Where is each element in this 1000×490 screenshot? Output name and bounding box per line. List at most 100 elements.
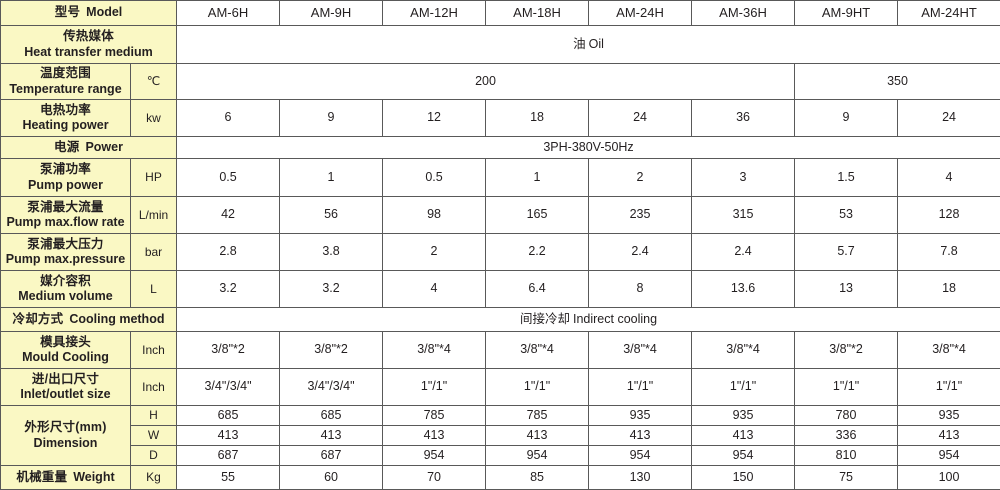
value-cooling-method-en: Indirect cooling — [573, 312, 657, 326]
value-dimension-d-7: 810 — [795, 446, 898, 466]
value-dimension-d-6: 954 — [692, 446, 795, 466]
value-medium-volume-8: 18 — [898, 271, 1000, 308]
value-mould-cooling-7: 3/8"*2 — [795, 332, 898, 369]
value-dimension-d-3: 954 — [383, 446, 486, 466]
row-label-inlet-outlet-size-en: Inlet/outlet size — [3, 387, 128, 402]
value-inlet-outlet-2: 3/4"/3/4" — [280, 369, 383, 406]
row-label-medium-volume-cn: 媒介容积 — [3, 274, 128, 289]
value-dimension-h-1: 685 — [177, 406, 280, 426]
value-pump-pressure-2: 3.8 — [280, 234, 383, 271]
value-power-supply: 3PH-380V-50Hz — [177, 137, 1000, 159]
row-unit-pump-max-pressure: bar — [131, 234, 177, 271]
value-dimension-h-3: 785 — [383, 406, 486, 426]
value-pump-flow-3: 98 — [383, 197, 486, 234]
table-row-pump-max-pressure: 泵浦最大压力 Pump max.pressure bar 2.8 3.8 2 2… — [1, 234, 1000, 271]
value-heating-power-6: 36 — [692, 100, 795, 137]
row-unit-dimension-d: D — [131, 446, 177, 466]
row-label-pump-power-en: Pump power — [3, 178, 128, 193]
row-unit-dimension-h: H — [131, 406, 177, 426]
model-cell-2: AM-9H — [280, 1, 383, 26]
row-label-cooling-method-en: Cooling method — [69, 312, 164, 326]
row-label-mould-cooling-en: Mould Cooling — [3, 350, 128, 365]
value-medium-volume-5: 8 — [589, 271, 692, 308]
value-dimension-h-2: 685 — [280, 406, 383, 426]
value-dimension-w-2: 413 — [280, 426, 383, 446]
row-label-inlet-outlet-size: 进/出口尺寸 Inlet/outlet size — [1, 369, 131, 406]
row-label-pump-max-flow-rate-en: Pump max.flow rate — [3, 215, 128, 230]
value-pump-flow-4: 165 — [486, 197, 589, 234]
row-label-cooling-method-cn: 冷却方式 — [13, 312, 64, 326]
value-heating-power-7: 9 — [795, 100, 898, 137]
value-pump-power-1: 0.5 — [177, 159, 280, 197]
row-unit-inlet-outlet-size: Inch — [131, 369, 177, 406]
value-inlet-outlet-4: 1"/1" — [486, 369, 589, 406]
value-dimension-w-1: 413 — [177, 426, 280, 446]
table-row-dimension-w: W 413 413 413 413 413 413 336 413 — [1, 426, 1000, 446]
value-medium-volume-3: 4 — [383, 271, 486, 308]
value-dimension-h-7: 780 — [795, 406, 898, 426]
row-label-weight-en: Weight — [73, 470, 114, 484]
value-pump-pressure-8: 7.8 — [898, 234, 1000, 271]
value-inlet-outlet-5: 1"/1" — [589, 369, 692, 406]
row-label-power-supply-en: Power — [85, 140, 123, 154]
value-pump-power-6: 3 — [692, 159, 795, 197]
value-dimension-h-6: 935 — [692, 406, 795, 426]
value-pump-power-5: 2 — [589, 159, 692, 197]
value-pump-pressure-1: 2.8 — [177, 234, 280, 271]
table-row-inlet-outlet-size: 进/出口尺寸 Inlet/outlet size Inch 3/4"/3/4" … — [1, 369, 1000, 406]
row-label-pump-power: 泵浦功率 Pump power — [1, 159, 131, 197]
value-dimension-d-8: 954 — [898, 446, 1000, 466]
value-dimension-h-8: 935 — [898, 406, 1000, 426]
value-pump-pressure-3: 2 — [383, 234, 486, 271]
table-row-pump-max-flow-rate: 泵浦最大流量 Pump max.flow rate L/min 42 56 98… — [1, 197, 1000, 234]
row-unit-dimension-w: W — [131, 426, 177, 446]
row-unit-pump-power: HP — [131, 159, 177, 197]
value-inlet-outlet-3: 1"/1" — [383, 369, 486, 406]
row-label-pump-max-pressure-en: Pump max.pressure — [3, 252, 128, 267]
value-mould-cooling-4: 3/8"*4 — [486, 332, 589, 369]
value-pump-pressure-4: 2.2 — [486, 234, 589, 271]
row-label-heating-power: 电热功率 Heating power — [1, 100, 131, 137]
row-label-pump-max-pressure-cn: 泵浦最大压力 — [3, 237, 128, 252]
value-mould-cooling-8: 3/8"*4 — [898, 332, 1000, 369]
value-medium-volume-1: 3.2 — [177, 271, 280, 308]
row-label-heat-transfer-medium-en: Heat transfer medium — [3, 45, 174, 60]
value-pump-power-4: 1 — [486, 159, 589, 197]
row-label-pump-max-flow-rate-cn: 泵浦最大流量 — [3, 200, 128, 215]
value-heating-power-4: 18 — [486, 100, 589, 137]
value-medium-volume-6: 13.6 — [692, 271, 795, 308]
row-label-model-en: Model — [86, 5, 122, 19]
value-pump-flow-2: 56 — [280, 197, 383, 234]
row-unit-heating-power: kw — [131, 100, 177, 137]
row-label-pump-power-cn: 泵浦功率 — [3, 162, 128, 177]
row-unit-mould-cooling: Inch — [131, 332, 177, 369]
value-mould-cooling-5: 3/8"*4 — [589, 332, 692, 369]
value-dimension-w-7: 336 — [795, 426, 898, 446]
row-label-mould-cooling: 模具接头 Mould Cooling — [1, 332, 131, 369]
value-pump-flow-1: 42 — [177, 197, 280, 234]
model-cell-5: AM-24H — [589, 1, 692, 26]
row-label-temperature-range: 温度范围 Temperature range — [1, 64, 131, 100]
table-row-temperature-range: 温度范围 Temperature range ℃ 200 350 — [1, 64, 1000, 100]
value-inlet-outlet-7: 1"/1" — [795, 369, 898, 406]
value-medium-volume-2: 3.2 — [280, 271, 383, 308]
value-heat-transfer-medium-cn: 油 — [573, 37, 586, 51]
value-heating-power-5: 24 — [589, 100, 692, 137]
row-label-heating-power-cn: 电热功率 — [3, 103, 128, 118]
table-row-heating-power: 电热功率 Heating power kw 6 9 12 18 24 36 9 … — [1, 100, 1000, 137]
model-cell-3: AM-12H — [383, 1, 486, 26]
value-pump-flow-7: 53 — [795, 197, 898, 234]
value-pump-flow-8: 128 — [898, 197, 1000, 234]
value-temperature-high: 350 — [795, 64, 1000, 100]
row-unit-temperature-range: ℃ — [131, 64, 177, 100]
row-label-temperature-range-en: Temperature range — [3, 82, 128, 97]
row-label-temperature-range-cn: 温度范围 — [3, 66, 128, 81]
value-pump-flow-6: 315 — [692, 197, 795, 234]
row-label-pump-max-pressure: 泵浦最大压力 Pump max.pressure — [1, 234, 131, 271]
value-cooling-method-cn: 间接冷却 — [520, 312, 570, 326]
table-row-dimension-d: D 687 687 954 954 954 954 810 954 — [1, 446, 1000, 466]
